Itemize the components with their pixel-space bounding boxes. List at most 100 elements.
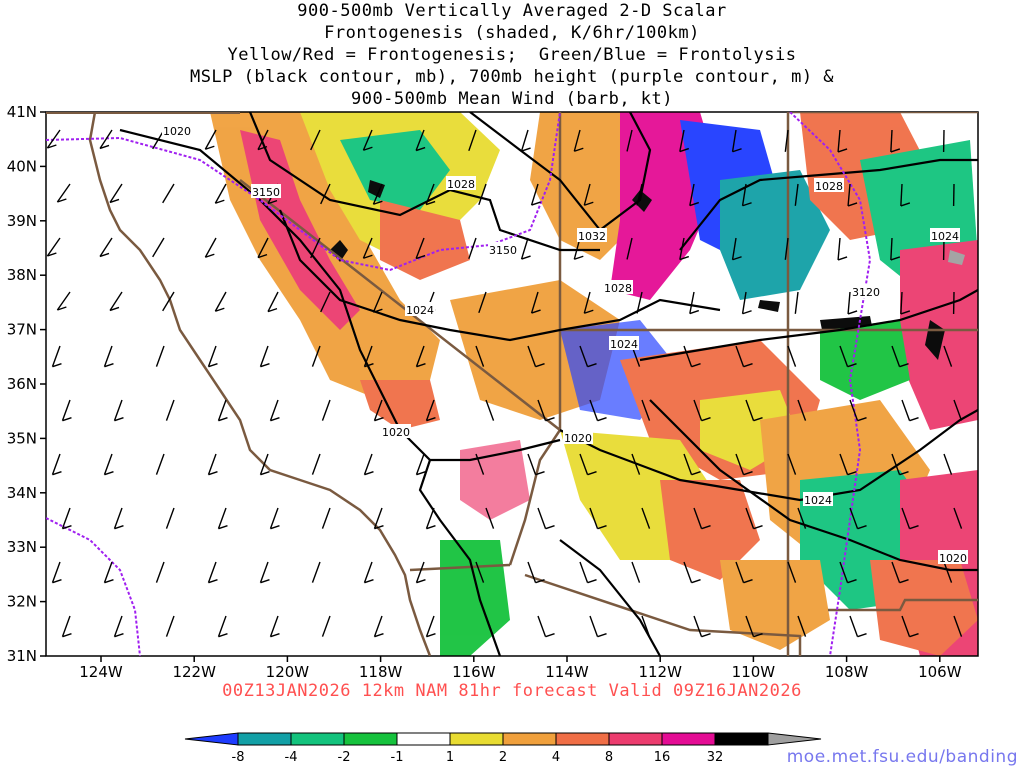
mslp-label: 1020 bbox=[564, 432, 592, 445]
wind-barb-icon bbox=[679, 237, 690, 261]
wind-barb-icon bbox=[475, 561, 485, 583]
lat-label: 35N bbox=[7, 429, 37, 447]
lat-label: 36N bbox=[7, 375, 37, 393]
height-contour-labels: 3150 3150 3120 bbox=[251, 184, 881, 299]
wind-barb-icon bbox=[636, 291, 643, 314]
colorbar-segment bbox=[608, 732, 663, 746]
wind-barb-icon bbox=[61, 507, 72, 530]
lon-label: 106W bbox=[918, 663, 962, 681]
wind-barb-icon bbox=[693, 399, 711, 422]
colorbar-right-arrow bbox=[767, 732, 822, 746]
wind-barb-icon bbox=[109, 291, 123, 312]
colorbar-segment bbox=[714, 732, 769, 746]
colorbar-label: -4 bbox=[285, 750, 298, 765]
wind-barb-icon bbox=[631, 561, 641, 583]
wind-barb-icon bbox=[425, 507, 436, 530]
lon-label: 110W bbox=[732, 663, 776, 681]
wind-barb-icon bbox=[259, 561, 270, 584]
wind-barb-icon bbox=[373, 615, 384, 638]
wind-barb-icon bbox=[787, 561, 797, 583]
wind-barb-icon bbox=[900, 291, 911, 315]
mslp-label-bg bbox=[405, 302, 435, 316]
source-url[interactable]: moe.met.fsu.edu/banding bbox=[786, 747, 1018, 767]
wind-barb-icon bbox=[51, 345, 62, 368]
wind-barb-icon bbox=[745, 507, 763, 530]
wind-barb-icon bbox=[362, 129, 373, 151]
mslp-label: 1024 bbox=[610, 338, 638, 351]
mslp-label-bg bbox=[446, 176, 476, 190]
wind-barb-icon bbox=[214, 291, 227, 312]
lat-label: 33N bbox=[7, 538, 37, 556]
wind-barb-icon bbox=[943, 561, 953, 583]
wind-barb-icon bbox=[113, 399, 124, 422]
wind-barb-icon bbox=[373, 507, 384, 530]
wind-barb-icon bbox=[537, 399, 555, 422]
wind-barb-icon bbox=[839, 453, 857, 476]
colorbar-label: 8 bbox=[605, 750, 613, 765]
wind-barb-icon bbox=[797, 399, 807, 421]
wind-barbs bbox=[46, 129, 963, 638]
colorbar-label: 1 bbox=[446, 750, 454, 765]
wind-barb-icon bbox=[311, 561, 321, 583]
wind-barb-icon bbox=[589, 399, 607, 422]
colorbar-label: 4 bbox=[552, 750, 560, 765]
wind-barb-icon bbox=[478, 291, 487, 314]
wind-barb-icon bbox=[953, 507, 963, 529]
lon-label: 122W bbox=[172, 663, 216, 681]
colorbar-label: -8 bbox=[232, 750, 245, 765]
height-contours bbox=[46, 112, 872, 656]
wind-barb-icon bbox=[363, 453, 374, 476]
wind-barb-icon bbox=[943, 453, 953, 475]
wind-barb-icon bbox=[626, 129, 633, 152]
mslp-label-bg bbox=[609, 336, 639, 350]
wind-barb-icon bbox=[217, 507, 228, 530]
lat-label: 31N bbox=[7, 647, 37, 665]
wind-barb-icon bbox=[103, 453, 114, 476]
wind-barb-icon bbox=[321, 399, 331, 421]
colorbar-segment bbox=[449, 732, 504, 746]
colorbar-segment bbox=[343, 732, 398, 746]
mslp-label-bg bbox=[577, 228, 607, 242]
colorbar-segment bbox=[290, 732, 345, 746]
wind-barb-icon bbox=[311, 453, 321, 475]
height-label-bg bbox=[851, 284, 881, 298]
mslp-label-bg bbox=[803, 492, 833, 506]
wind-barb-icon bbox=[373, 399, 384, 422]
wind-barb-icon bbox=[731, 237, 742, 261]
wind-barb-icon bbox=[257, 237, 269, 259]
lon-label: 124W bbox=[79, 663, 123, 681]
wind-barb-icon bbox=[468, 129, 477, 152]
mslp-label-bg bbox=[930, 228, 960, 242]
longitude-axis: 124W 122W 120W 118W 116W 114W 112W 110W 108W 106W bbox=[79, 656, 962, 681]
mslp-label-bg bbox=[814, 178, 844, 192]
wind-barb-icon bbox=[891, 561, 909, 584]
lat-label: 32N bbox=[7, 593, 37, 611]
colorbar-label: 2 bbox=[499, 750, 507, 765]
wind-barb-icon bbox=[99, 237, 113, 258]
wind-barb-icon bbox=[579, 453, 597, 476]
wind-barb-icon bbox=[113, 507, 124, 530]
wind-barb-icon bbox=[485, 507, 495, 529]
wind-barb-icon bbox=[267, 291, 279, 313]
wind-barb-icon bbox=[165, 615, 175, 637]
lon-label: 108W bbox=[825, 663, 869, 681]
wind-barb-icon bbox=[943, 345, 953, 367]
wind-barb-icon bbox=[162, 291, 175, 312]
lat-label: 39N bbox=[7, 212, 37, 230]
wind-barb-icon bbox=[891, 345, 909, 368]
wind-barb-icon bbox=[475, 345, 485, 367]
wind-barb-icon bbox=[530, 183, 541, 206]
wind-barb-icon bbox=[901, 507, 919, 530]
wind-barb-icon bbox=[530, 291, 541, 314]
wind-barb-icon bbox=[204, 129, 217, 150]
mslp-label: 1028 bbox=[604, 282, 632, 295]
wind-barb-icon bbox=[155, 345, 165, 367]
mslp-label: 1028 bbox=[815, 180, 843, 193]
wind-barb-icon bbox=[953, 399, 963, 421]
colorbar-label: 32 bbox=[707, 750, 724, 765]
colorbar-label: -2 bbox=[338, 750, 351, 765]
wind-barb-icon bbox=[51, 453, 62, 476]
mslp-label-bg bbox=[563, 430, 593, 444]
wind-barb-icon bbox=[583, 183, 594, 206]
